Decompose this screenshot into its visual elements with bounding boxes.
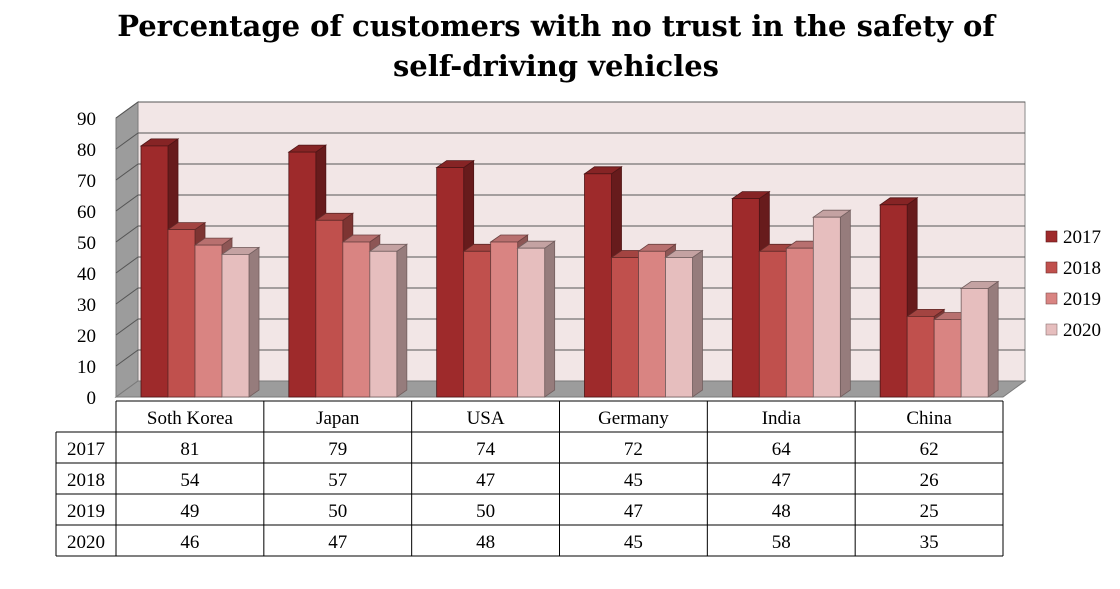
table-cell-value: 35 [920,532,939,553]
table-cell-value: 47 [772,470,791,491]
table-cell-value: 54 [180,470,200,491]
table-cell-value: 47 [624,501,643,522]
bar-japan-2020 [368,243,409,398]
y-tick-label: 70 [77,171,96,192]
legend-label-2019: 2019 [1063,289,1101,310]
table-cell-value: 64 [772,439,792,460]
back-wall [137,101,1026,382]
y-tick-label: 50 [77,233,96,254]
y-tick-label: 40 [77,264,96,285]
category-label: China [906,408,952,429]
table-cell-value: 47 [476,470,495,491]
bar-usa-2020 [516,240,556,398]
y-tick-label: 0 [87,388,97,409]
gridline-side [115,349,139,367]
bar-china-2020 [959,280,1000,398]
legend-label-2018: 2018 [1063,258,1101,279]
table-cell-value: 47 [328,532,347,553]
y-tick-label: 10 [77,357,96,378]
table-cell-value: 79 [328,439,347,460]
bar-soth-korea-2020 [220,246,261,398]
category-label: Soth Korea [147,408,234,429]
gridline-side [115,132,139,150]
table-cell-value: 49 [180,501,199,522]
chart-title-line-2: self-driving vehicles [392,49,720,83]
legend-label-2020: 2020 [1063,320,1101,341]
table-cell-value: 48 [772,501,791,522]
gridline-side [115,163,139,181]
table-series-label-2018: 2018 [67,470,105,491]
y-tick-label: 80 [77,140,96,161]
y-tick-label: 60 [77,202,96,223]
table-cell-value: 50 [476,501,495,522]
chart-title-line-1: Percentage of customers with no trust in… [117,9,995,43]
legend-swatch-2019 [1045,292,1058,305]
gridline-side [115,287,139,305]
table-cell-value: 50 [328,501,347,522]
table-cell-value: 72 [624,439,643,460]
table-cell-value: 45 [624,470,643,491]
table-series-label-2019: 2019 [67,501,105,522]
gridline-side [115,194,139,212]
legend-label-2017: 2017 [1063,227,1101,248]
gridline-side [115,318,139,336]
table-cell-value: 26 [920,470,939,491]
category-label: USA [467,408,505,429]
table-cell-value: 62 [920,439,939,460]
bar-germany-2020 [664,249,704,398]
bar-india-2020 [812,209,852,398]
category-label: Germany [598,408,669,429]
table-cell-value: 46 [180,532,199,553]
table-cell-value: 81 [180,439,199,460]
legend-swatch-2017 [1045,230,1058,243]
table-cell-value: 48 [476,532,495,553]
y-tick-label: 30 [77,295,96,316]
category-label: India [762,408,802,429]
bar-china-2017 [878,197,919,398]
category-label: Japan [316,408,360,429]
bar-japan-2018 [314,212,355,398]
table-series-label-2020: 2020 [67,532,105,553]
table-cell-value: 58 [772,532,791,553]
y-tick-label: 20 [77,326,96,347]
legend-swatch-2020 [1045,323,1058,336]
legend-swatch-2018 [1045,261,1058,274]
table-series-label-2017: 2017 [67,439,105,460]
table-cell-value: 57 [328,470,347,491]
gridline-side [115,225,139,243]
chart-title: Percentage of customers with no trust in… [0,6,1112,86]
table-cell-value: 45 [624,532,643,553]
table-cell-value: 74 [476,439,496,460]
table-cell-value: 25 [920,501,939,522]
y-tick-label: 90 [77,109,96,130]
gridline-side [115,101,139,119]
gridline-side [115,256,139,274]
